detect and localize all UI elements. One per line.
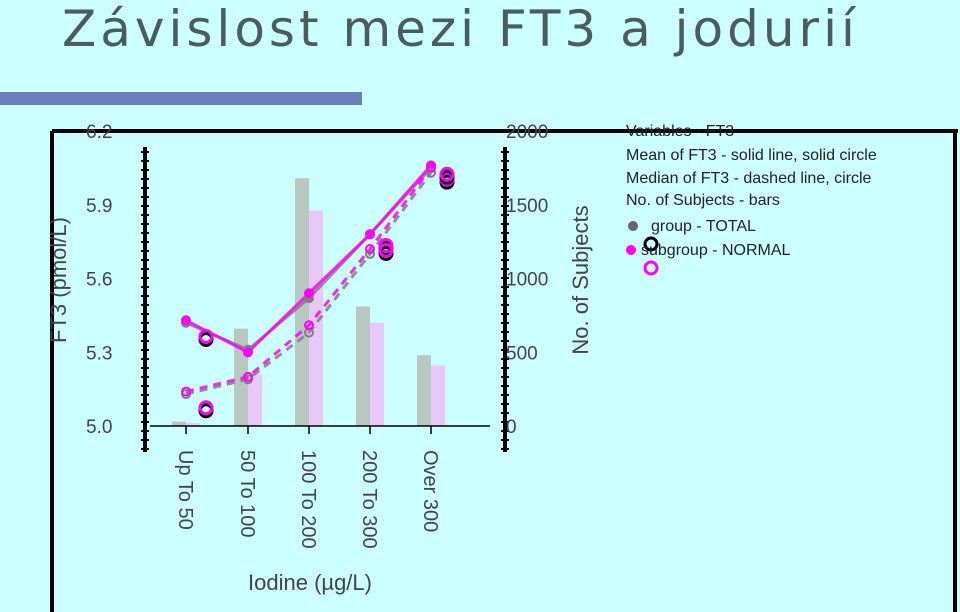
data-point-median bbox=[365, 248, 375, 259]
y-tick-label: 6.2 bbox=[86, 122, 112, 143]
outlier-marker-pink bbox=[378, 238, 394, 254]
y-tick-label: 5.6 bbox=[86, 270, 112, 291]
y-tick-label: 5.0 bbox=[86, 417, 112, 438]
slide-title: Závislost mezi FT3 a jodurií bbox=[62, 0, 859, 58]
legend-outlier-marker-pink bbox=[643, 260, 659, 276]
bar-normal bbox=[309, 210, 323, 426]
legend-median: Median of FT3 - dashed line, circle bbox=[626, 170, 872, 187]
x-tick-label: 50 To 100 bbox=[236, 450, 258, 538]
legend-normal-marker bbox=[626, 245, 636, 255]
y2-tick-label: 2000 bbox=[506, 122, 548, 143]
legend-title: Variables - FT3 bbox=[626, 123, 734, 140]
y-tick-label: 5.3 bbox=[86, 343, 112, 364]
title-accent-bar bbox=[0, 92, 362, 105]
outlier-marker-pink bbox=[378, 242, 394, 258]
legend: Variables - FT3 Mean of FT3 - solid line… bbox=[626, 123, 877, 276]
y-tick-label: 5.9 bbox=[86, 196, 112, 217]
bar-total bbox=[356, 306, 370, 426]
series-line-median-normal bbox=[185, 166, 433, 394]
legend-total-marker bbox=[628, 221, 638, 231]
bar-normal bbox=[370, 322, 384, 426]
y2-axis-title: No. of Subjects bbox=[568, 205, 593, 354]
data-point-median bbox=[426, 162, 436, 173]
data-point-mean bbox=[365, 229, 375, 240]
y-axis-title: FT3 (pmol/L) bbox=[46, 217, 71, 343]
points-layer bbox=[181, 160, 455, 419]
axes-layer: 6.2 5.9 5.6 5.3 5.0 2000 1500 1000 500 0 Up To 50 5… bbox=[86, 122, 548, 549]
legend-count: No. of Subjects - bars bbox=[626, 192, 780, 209]
x-tick-label: Up To 50 bbox=[174, 450, 196, 530]
data-point-mean bbox=[304, 288, 314, 299]
data-point-mean bbox=[243, 347, 253, 358]
legend-total: group - TOTAL bbox=[651, 218, 756, 235]
legend-mean: Mean of FT3 - solid line, solid circle bbox=[626, 147, 877, 164]
legend-normal: subgroup - NORMAL bbox=[641, 242, 790, 259]
series-line-median-total bbox=[185, 171, 433, 396]
x-tick-label: Over 300 bbox=[419, 450, 441, 532]
data-point-mean bbox=[181, 315, 191, 326]
data-point-median bbox=[181, 386, 191, 397]
bar-normal bbox=[431, 365, 445, 426]
bar-total bbox=[417, 355, 431, 426]
bar-total bbox=[172, 421, 186, 426]
outlier-marker-pink bbox=[198, 329, 214, 344]
x-axis-title: Iodine (µg/L) bbox=[248, 570, 372, 595]
y2-tick-label: 1000 bbox=[506, 270, 548, 291]
x-tick-label: 100 To 200 bbox=[297, 450, 319, 549]
x-tick-label: 200 To 300 bbox=[358, 450, 380, 549]
bar-normal bbox=[248, 374, 262, 426]
data-point-median bbox=[243, 371, 253, 382]
y2-tick-label: 0 bbox=[506, 417, 517, 438]
outlier-marker-pink bbox=[439, 166, 455, 182]
outlier-marker-pink bbox=[198, 400, 214, 416]
chart-frame bbox=[50, 129, 958, 612]
data-point-median bbox=[304, 320, 314, 331]
bar-normal bbox=[186, 423, 200, 426]
legend-outlier-marker-black bbox=[643, 236, 659, 252]
y2-tick-label: 1500 bbox=[506, 196, 548, 217]
data-point-median bbox=[365, 244, 375, 254]
data-point-median bbox=[426, 167, 436, 178]
y2-tick-label: 500 bbox=[506, 343, 538, 364]
